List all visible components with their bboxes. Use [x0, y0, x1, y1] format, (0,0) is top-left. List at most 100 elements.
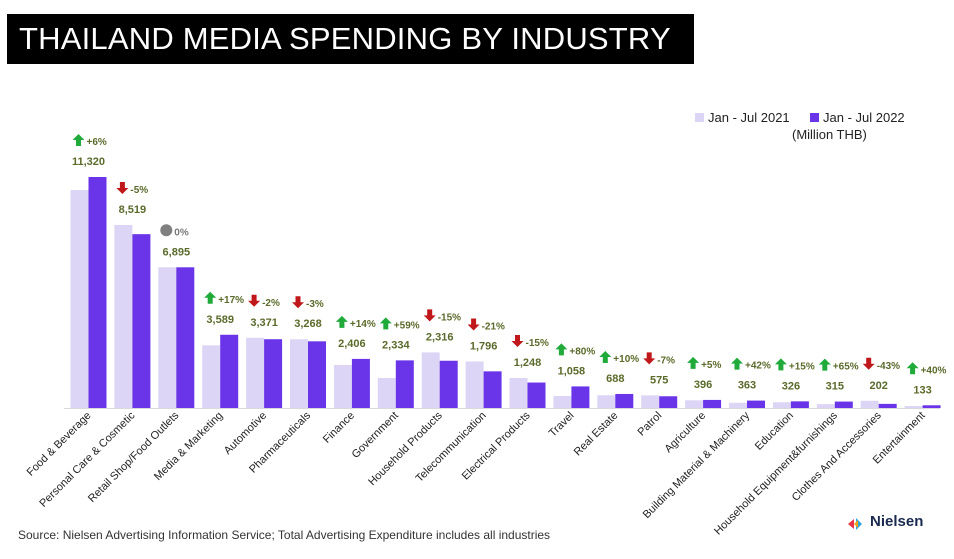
bar-2022: [747, 400, 765, 408]
bar-2022: [395, 360, 414, 408]
category-label: Retail Shop/Food Outlets: [86, 409, 182, 505]
bar-2021: [158, 267, 177, 408]
category-label: Travel: [547, 410, 577, 440]
bar-2021: [860, 400, 879, 408]
bar-2021: [70, 190, 89, 408]
bar-2022: [659, 396, 678, 408]
legend-label-2021: Jan - Jul 2021: [708, 110, 790, 125]
data-label: 3,268: [294, 318, 322, 330]
category-label: Finance: [321, 410, 357, 446]
up-arrow-icon: [335, 315, 348, 328]
up-arrow-icon: [774, 358, 787, 371]
category-label: Patrol: [636, 410, 665, 439]
bar-2021: [465, 361, 484, 408]
bar-2022: [483, 371, 502, 408]
change-label: +10%: [613, 354, 639, 365]
change-label: +40%: [921, 365, 947, 376]
change-label: -7%: [657, 355, 675, 366]
nielsen-logo: Nielsen: [846, 512, 936, 534]
change-label: +14%: [350, 319, 376, 330]
bar-2021: [904, 406, 923, 408]
change-label: +59%: [394, 320, 420, 331]
change-label: -43%: [877, 361, 900, 372]
bar-2022: [615, 393, 634, 408]
down-arrow-icon: [423, 309, 436, 322]
bar-2021: [772, 402, 791, 408]
category-label: Education: [753, 410, 796, 453]
up-arrow-icon: [731, 357, 743, 370]
bar-2021: [377, 378, 396, 408]
bar-2022: [88, 177, 107, 408]
source-note: Source: Nielsen Advertising Information …: [18, 528, 551, 542]
bar-2022: [220, 334, 239, 408]
bar-2022: [834, 401, 853, 408]
down-arrow-icon: [248, 294, 261, 307]
bar-2022: [308, 341, 326, 408]
bar-2021: [816, 404, 835, 408]
data-label: 1,796: [470, 340, 498, 352]
bar-2022: [571, 386, 590, 408]
logo-text: Nielsen: [870, 513, 924, 530]
change-label: -21%: [482, 321, 505, 332]
bar-2022: [351, 358, 370, 408]
data-label: 326: [782, 380, 800, 392]
data-label: 1,248: [514, 357, 542, 369]
data-label: 363: [738, 380, 756, 392]
data-label: 8,519: [119, 204, 147, 216]
category-label: Agriculture: [663, 410, 709, 456]
change-label: -15%: [438, 312, 461, 323]
bar-2022: [878, 403, 897, 408]
down-arrow-icon: [643, 352, 656, 365]
down-arrow-icon: [116, 181, 129, 194]
down-arrow-icon: [862, 357, 875, 370]
bar-2022: [703, 399, 722, 408]
data-label: 688: [606, 373, 624, 385]
bar-2021: [246, 337, 265, 408]
category-label: Real Estate: [572, 410, 621, 459]
flat-circle-icon: [160, 224, 173, 237]
legend-swatch-2021: [695, 113, 704, 122]
nielsen-mark-icon: [848, 518, 862, 530]
data-label: 6,895: [163, 246, 191, 258]
bar-2021: [421, 352, 440, 408]
bar-2022: [922, 405, 941, 408]
change-label: +17%: [218, 295, 244, 306]
category-label: Clothes And Accessories: [790, 409, 884, 503]
bar-2021: [553, 395, 572, 408]
bar-2021: [333, 364, 352, 408]
up-arrow-icon: [555, 343, 568, 356]
legend-item-2022: Jan - Jul 2022: [810, 110, 905, 125]
change-label: +65%: [833, 362, 859, 373]
bar-2021: [685, 400, 704, 408]
up-arrow-icon: [204, 291, 217, 304]
category-label: Automotive: [222, 410, 269, 457]
title-banner: THAILAND MEDIA SPENDING BY INDUSTRY: [7, 14, 694, 64]
up-arrow-icon: [818, 358, 831, 371]
legend-item-2021: Jan - Jul 2021: [695, 110, 790, 125]
bar-2021: [641, 395, 660, 408]
data-label: 2,334: [382, 339, 410, 351]
data-label: 315: [826, 381, 844, 393]
data-label: 202: [870, 380, 888, 392]
bar-2022: [527, 382, 546, 408]
up-arrow-icon: [599, 350, 612, 363]
up-arrow-icon: [687, 356, 700, 369]
change-label: -3%: [306, 299, 324, 310]
change-label: -5%: [130, 185, 148, 196]
bar-2021: [290, 339, 308, 408]
data-label: 3,589: [206, 314, 234, 326]
bar-2021: [202, 345, 221, 408]
page-title: THAILAND MEDIA SPENDING BY INDUSTRY: [19, 21, 671, 56]
bar-2021: [729, 402, 747, 408]
change-label: 0%: [174, 227, 189, 238]
data-label: 2,316: [426, 331, 454, 343]
data-label: 3,371: [250, 317, 278, 329]
up-arrow-icon: [379, 317, 392, 330]
change-label: +15%: [789, 361, 815, 372]
data-label: 133: [913, 384, 931, 396]
bar-2021: [114, 224, 133, 408]
down-arrow-icon: [511, 335, 524, 348]
data-label: 396: [694, 379, 712, 391]
change-label: -15%: [526, 338, 549, 349]
